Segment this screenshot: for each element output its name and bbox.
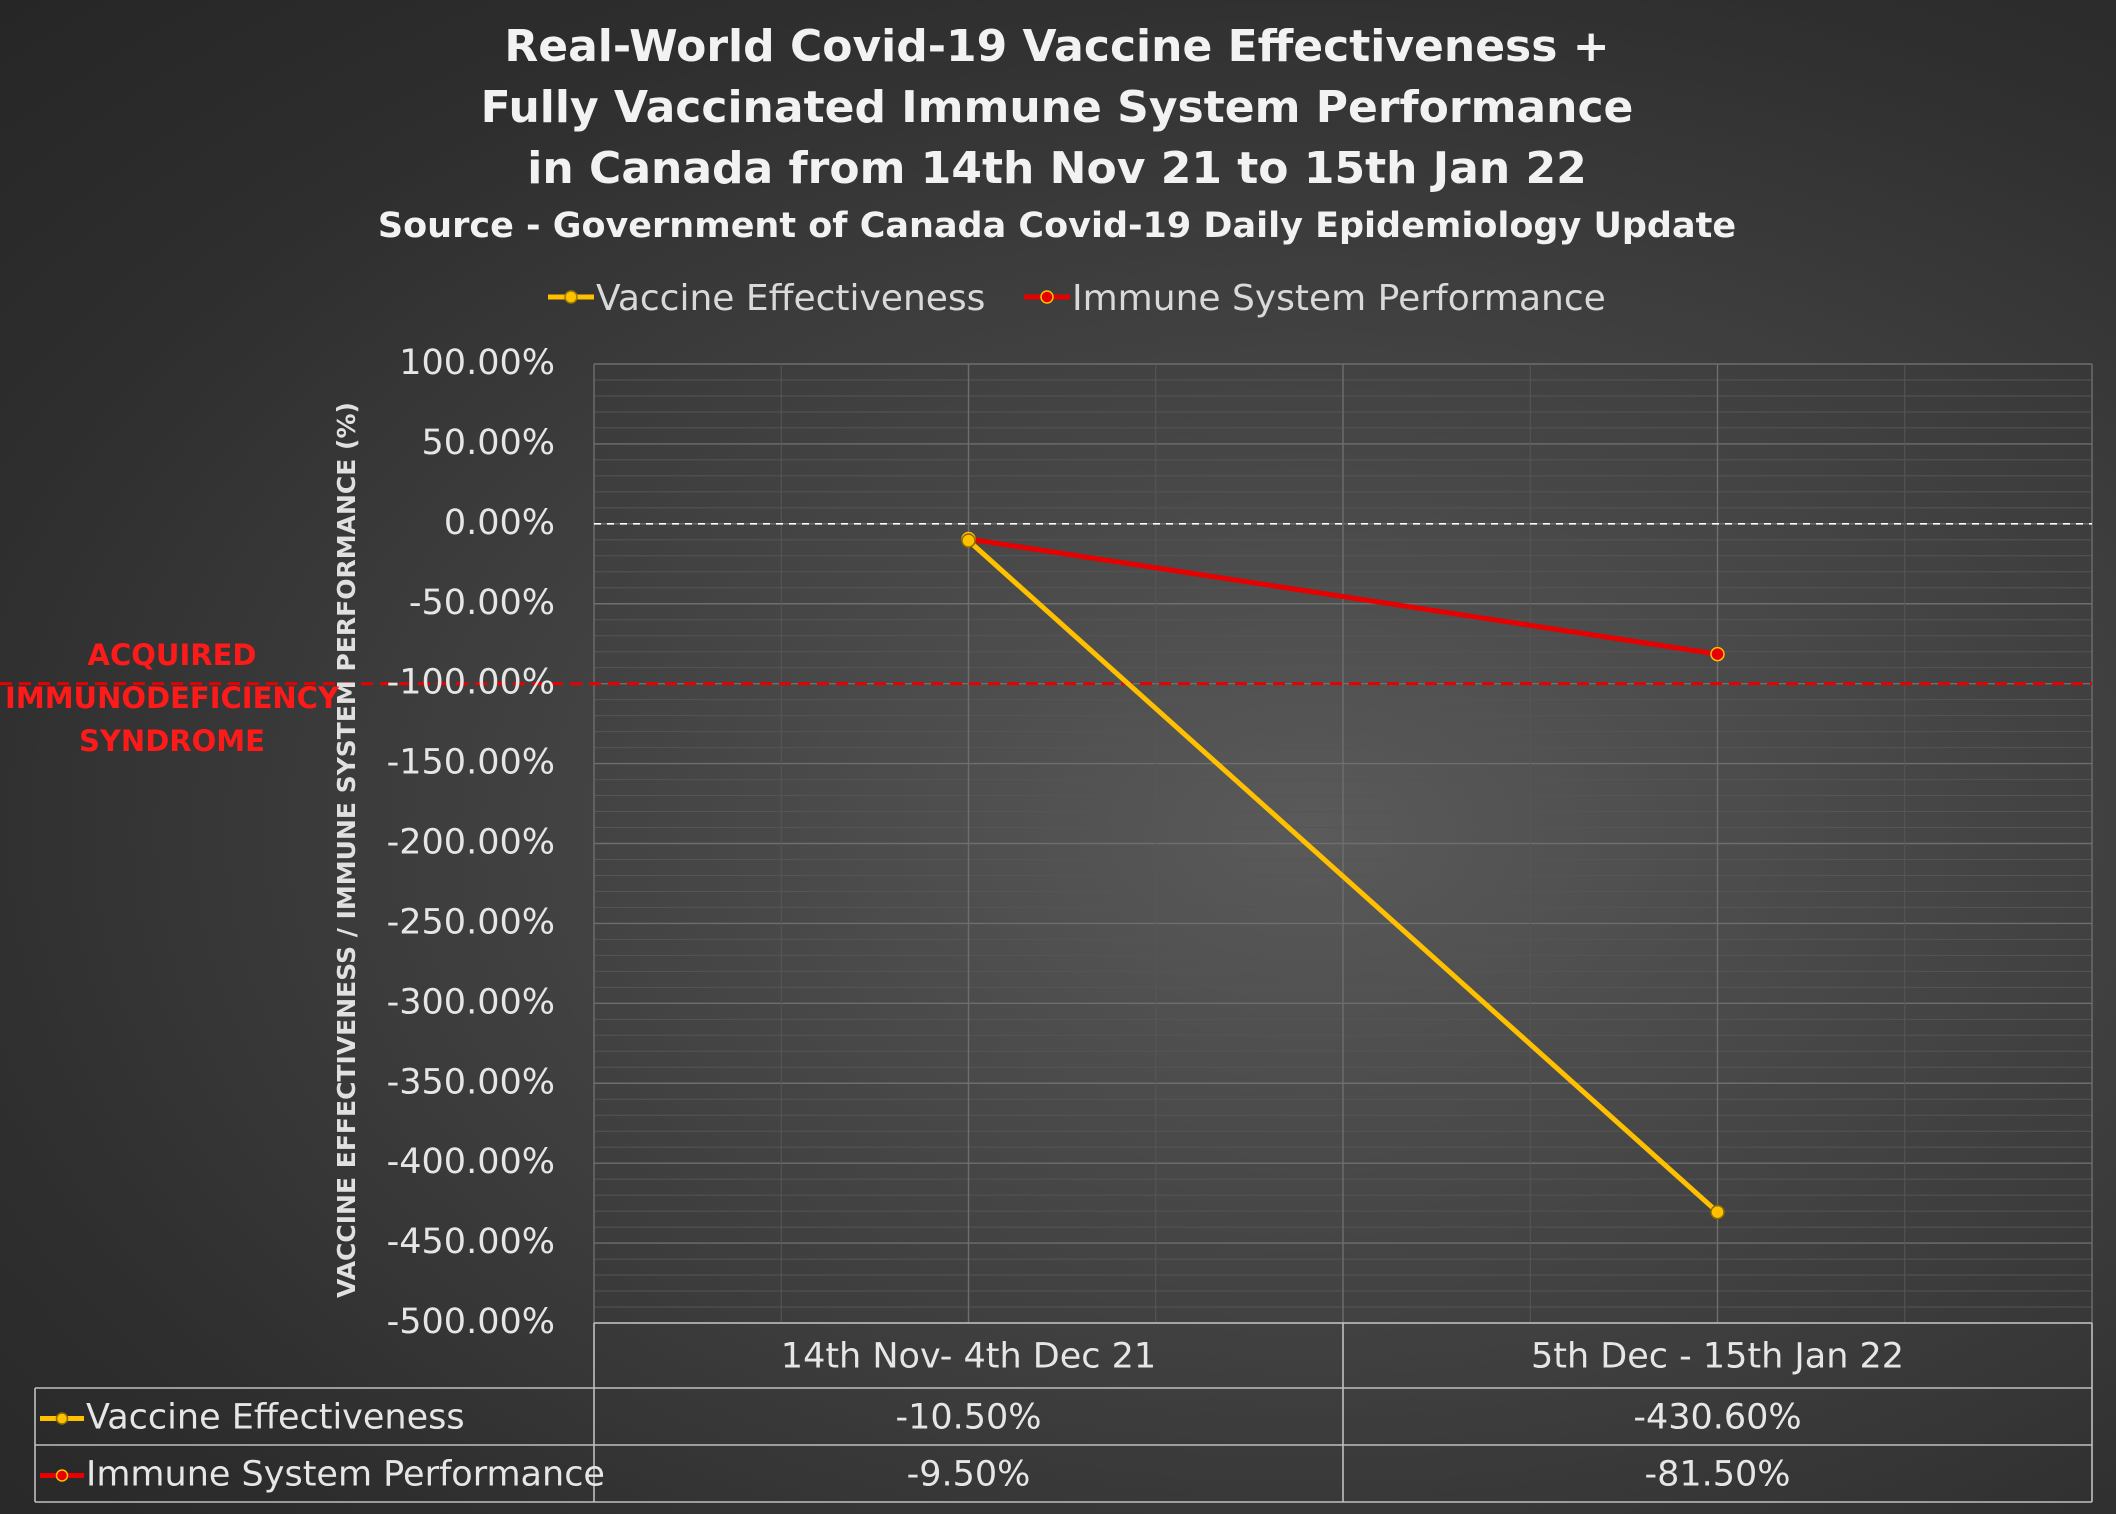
legend-marker-immune: [1040, 290, 1054, 304]
table-key-marker-vaccine: [55, 1412, 69, 1425]
data-point-vaccine-2: [1710, 1204, 1725, 1220]
data-label-vaccine-1: -10.50%: [895, 1398, 1041, 1438]
table-key-marker-immune: [55, 1469, 69, 1482]
y-tick-labels: 100.00% 50.00% 0.00% -50.00% -100.00% -150.00…: [387, 343, 555, 1342]
y-tick-label: -400.00%: [387, 1142, 555, 1182]
data-label-immune-1: -9.50%: [907, 1455, 1031, 1495]
aids-annotation: ACQUIRED IMMUNODEFICIENCY SYNDROME: [5, 638, 340, 758]
y-tick-label: -200.00%: [387, 823, 555, 863]
title-line-1: Real-World Covid-19 Vaccine Effectivenes…: [504, 21, 1609, 72]
legend: Vaccine Effectiveness Immune System Perf…: [548, 278, 1606, 319]
data-table: 14th Nov- 4th Dec 21 5th Dec - 15th Jan 2…: [34, 1322, 2093, 1503]
series-lines: [961, 531, 1725, 1220]
data-label-vaccine-2: -430.60%: [1633, 1398, 1801, 1438]
y-tick-label: 0.00%: [444, 503, 555, 543]
legend-item-vaccine: Vaccine Effectiveness: [548, 278, 985, 319]
y-tick-label: -450.00%: [387, 1222, 555, 1262]
aids-label-line-3: SYNDROME: [79, 724, 265, 758]
y-tick-label: -500.00%: [387, 1302, 555, 1342]
series-line-immune: [966, 536, 1720, 657]
y-tick-label: 50.00%: [422, 423, 555, 463]
legend-label-immune: Immune System Performance: [1072, 278, 1606, 319]
chart-subtitle: Source - Government of Canada Covid-19 D…: [378, 206, 1736, 246]
data-label-immune-2: -81.50%: [1644, 1455, 1790, 1495]
title-line-2: Fully Vaccinated Immune System Performan…: [481, 82, 1634, 133]
data-point-immune-2: [1710, 646, 1725, 662]
series-line-vaccine: [966, 538, 1720, 1215]
x-category-label: 14th Nov- 4th Dec 21: [781, 1337, 1156, 1377]
y-tick-label: 100.00%: [399, 343, 555, 383]
title-line-3: in Canada from 14th Nov 21 to 15th Jan 2…: [527, 143, 1586, 194]
legend-item-immune: Immune System Performance: [1024, 278, 1606, 319]
legend-marker-vaccine: [564, 290, 578, 304]
y-tick-label: -250.00%: [387, 902, 555, 942]
x-category-label: 5th Dec - 15th Jan 22: [1531, 1337, 1904, 1377]
table-row-label-vaccine: Vaccine Effectiveness: [86, 1398, 465, 1438]
chart-title: Real-World Covid-19 Vaccine Effectivenes…: [378, 21, 1736, 246]
data-point-vaccine-1: [961, 533, 976, 548]
y-tick-label: -150.00%: [387, 743, 555, 783]
aids-label-line-2: IMMUNODEFICIENCY: [5, 681, 340, 715]
aids-label-line-1: ACQUIRED: [88, 638, 257, 672]
table-row-label-immune: Immune System Performance: [86, 1455, 605, 1495]
y-tick-label: -50.00%: [409, 583, 555, 623]
y-tick-label: -300.00%: [387, 982, 555, 1022]
legend-label-vaccine: Vaccine Effectiveness: [596, 278, 985, 319]
y-tick-label: -350.00%: [387, 1062, 555, 1102]
y-tick-label: -100.00%: [387, 663, 555, 703]
gridlines: [593, 363, 2093, 1324]
y-axis-title: VACCINE EFFECTIVENESS / IMMUNE SYSTEM PE…: [332, 402, 361, 1298]
